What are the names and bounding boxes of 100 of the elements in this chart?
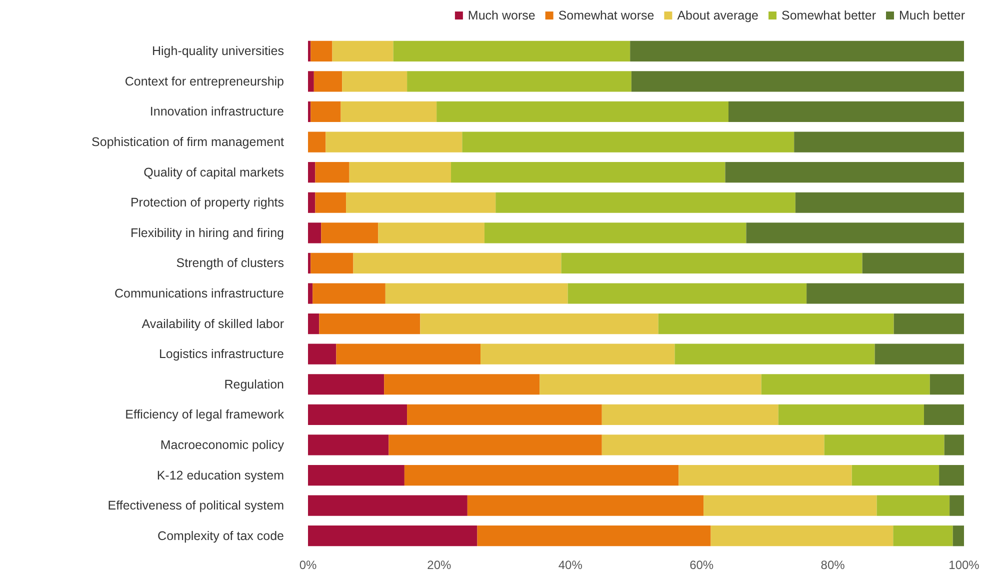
bar — [315, 162, 350, 183]
bar — [346, 192, 496, 213]
bar — [778, 404, 924, 425]
bar — [728, 101, 964, 122]
y-tick-label: Protection of property rights — [130, 196, 284, 210]
bar — [602, 404, 778, 425]
bar — [407, 404, 602, 425]
bar — [314, 71, 342, 92]
bar — [349, 162, 452, 183]
y-tick-label: Quality of capital markets — [144, 165, 284, 180]
bar — [496, 192, 796, 213]
bar — [308, 344, 336, 364]
bar — [893, 526, 953, 546]
bar — [761, 374, 930, 395]
bar — [308, 404, 408, 425]
bar — [308, 192, 316, 213]
bar — [308, 252, 311, 274]
bar — [477, 526, 711, 546]
bar — [420, 313, 658, 334]
bar — [312, 283, 386, 304]
y-tick-label: Strength of clusters — [176, 256, 284, 270]
bar — [602, 434, 824, 456]
x-tick-label: 20% — [427, 558, 452, 572]
bar — [308, 464, 404, 486]
bar — [332, 40, 394, 62]
y-tick-label: K-12 education system — [156, 468, 284, 482]
bar — [308, 313, 320, 334]
bar — [310, 40, 332, 62]
bar — [384, 374, 540, 395]
bar — [630, 40, 964, 62]
y-tick-label: Context for entrepreneurship — [124, 74, 284, 88]
bar — [388, 434, 602, 456]
bar — [326, 132, 462, 152]
bar — [795, 192, 964, 213]
legend-label: Somewhat worse — [558, 8, 654, 22]
bar — [340, 101, 437, 122]
bar — [806, 283, 964, 304]
x-tick-label: 40% — [558, 558, 583, 572]
y-tick-label: Flexibility in hiring and firing — [130, 226, 284, 240]
legend-label: Much worse — [468, 8, 536, 22]
bar — [480, 344, 675, 364]
bar — [704, 495, 877, 516]
bar — [308, 495, 468, 516]
bar — [451, 162, 726, 183]
bar — [725, 162, 964, 183]
bar — [319, 313, 420, 334]
bar — [308, 526, 478, 546]
bar — [393, 40, 630, 62]
bar — [315, 192, 346, 213]
bar — [407, 71, 632, 92]
y-tick-label: Effectiveness of political system — [108, 498, 284, 513]
bar — [462, 132, 794, 152]
y-tick-label: Availability of skilled labor — [142, 316, 284, 331]
x-tick-label: 0% — [299, 558, 317, 572]
y-tick-label: Sophistication of firm management — [92, 135, 285, 150]
bar — [385, 283, 568, 304]
bar — [484, 222, 746, 244]
bar — [939, 464, 964, 486]
x-tick-label: 80% — [820, 558, 846, 572]
bar — [310, 252, 354, 274]
bar — [930, 374, 964, 395]
bar — [308, 71, 314, 92]
bar — [342, 71, 408, 92]
bar — [874, 344, 964, 364]
bar — [308, 40, 311, 62]
bar — [824, 434, 944, 456]
bar — [540, 374, 762, 395]
bar — [336, 344, 481, 364]
bar — [308, 374, 384, 395]
bar — [924, 404, 964, 425]
bar — [674, 344, 875, 364]
bar — [862, 252, 964, 274]
bar — [631, 71, 964, 92]
bar — [710, 526, 894, 546]
bar — [308, 222, 322, 244]
bar — [436, 101, 728, 122]
bar — [467, 495, 704, 516]
bar — [568, 283, 807, 304]
bar — [310, 101, 341, 122]
bar — [952, 526, 964, 546]
bar — [678, 464, 852, 486]
y-tick-label: Regulation — [224, 377, 284, 392]
bar — [308, 162, 316, 183]
bar — [321, 222, 378, 244]
bar — [561, 252, 862, 274]
bar — [308, 101, 311, 122]
bar — [308, 434, 389, 456]
x-tick-label: 100% — [948, 558, 980, 572]
y-tick-label: High-quality universities — [152, 44, 284, 58]
bar — [308, 283, 313, 304]
legend-label: About average — [677, 8, 759, 22]
bar — [944, 434, 964, 456]
bar — [378, 222, 484, 244]
bar — [852, 464, 940, 486]
bar — [353, 252, 562, 274]
y-tick-label: Efficiency of legal framework — [125, 408, 285, 422]
bar — [746, 222, 964, 244]
legend-label: Somewhat better — [782, 8, 876, 22]
bar — [658, 313, 894, 334]
bar — [404, 464, 679, 486]
